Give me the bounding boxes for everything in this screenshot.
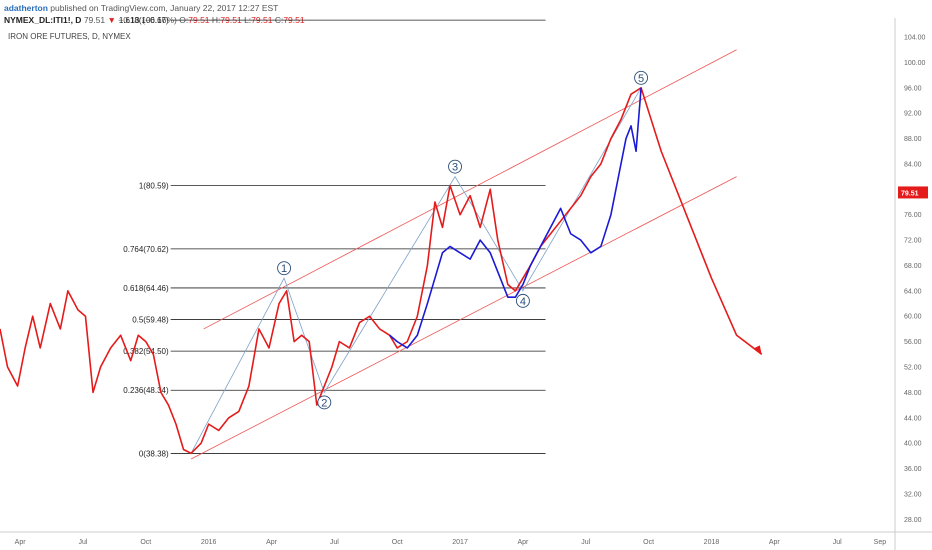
time-tick-label: Oct: [140, 539, 151, 546]
time-tick-label: Oct: [643, 539, 654, 546]
price-tick-label: 44.00: [904, 415, 922, 422]
wave-label-text: 3: [452, 162, 458, 174]
publish-line: adatherton published on TradingView.com,…: [4, 2, 305, 14]
price-tick-label: 52.00: [904, 365, 922, 372]
fib-level-label: 1.618(106.67): [119, 16, 169, 25]
price-tick-label: 36.00: [904, 466, 922, 473]
time-tick-label: Apr: [769, 539, 781, 546]
time-tick-label: Apr: [266, 539, 278, 546]
time-tick-label: Apr: [15, 539, 27, 546]
price-tick-label: 64.00: [904, 288, 922, 295]
wave-label-circle: [277, 261, 292, 276]
price-tick-label: 32.00: [904, 491, 922, 498]
fib-level-label: 0.5(59.48): [132, 316, 169, 325]
wave-label-circle: [317, 395, 332, 410]
time-tick-label: Jul: [581, 539, 590, 546]
channel-upper-line: [203, 49, 737, 330]
time-tick-label: Jul: [833, 539, 842, 546]
time-tick-label: 2016: [201, 539, 217, 546]
wave-label-text: 5: [638, 73, 644, 85]
wave-connector-line: [190, 87, 642, 454]
projection-arrow-icon: [753, 345, 762, 355]
price-tick-label: 88.00: [904, 136, 922, 143]
author-link[interactable]: adatherton: [4, 3, 48, 13]
fib-level-label: 1(80.59): [139, 182, 169, 191]
chart-subtitle: IRON ORE FUTURES, D, NYMEX: [8, 32, 131, 41]
time-tick-label: Oct: [392, 539, 403, 546]
wave-label-circle: [634, 70, 649, 85]
price-tick-label: 56.00: [904, 339, 922, 346]
price-series-line[interactable]: [0, 87, 763, 455]
price-tick-label: 28.00: [904, 517, 922, 524]
price-tick-label: 68.00: [904, 263, 922, 270]
price-tick-label: 60.00: [904, 314, 922, 321]
wave-label-text: 1: [281, 263, 287, 275]
wave-label-text: 2: [321, 397, 327, 409]
published-text: published on TradingView.com, January 22…: [50, 3, 279, 13]
time-tick-label: Apr: [517, 539, 529, 546]
price-tick-label: 104.00: [904, 35, 926, 42]
down-arrow-icon: ▼: [107, 15, 116, 25]
wave-label-circle: [515, 293, 530, 308]
price-tick-label: 72.00: [904, 238, 922, 245]
time-tick-label: Jul: [330, 539, 339, 546]
price-tick-label: 76.00: [904, 212, 922, 219]
fib-level-label: 0.382(54.50): [123, 347, 169, 356]
wave-label-text: 4: [520, 296, 526, 308]
symbol-name: NYMEX_DL:ITI1!, D: [4, 15, 82, 25]
price-tick-label: 48.00: [904, 390, 922, 397]
price-tick-label: 40.00: [904, 441, 922, 448]
time-tick-label: Jul: [78, 539, 87, 546]
price-tick-label: 84.00: [904, 161, 922, 168]
fib-level-label: 0(38.38): [139, 449, 169, 458]
time-tick-label: 2017: [452, 539, 468, 546]
fib-level-label: 0.236(48.34): [123, 386, 169, 395]
channel-lower-line: [190, 176, 737, 460]
price-series-line[interactable]: [389, 87, 642, 349]
wave-label-circle: [448, 159, 462, 174]
change-value: −0.13 (−0.16%): [118, 15, 177, 25]
last-price-text: 79.51: [901, 190, 919, 197]
last-price-tag: [898, 186, 928, 199]
time-tick-label: 2018: [704, 539, 720, 546]
time-tick-label: Sep: [874, 539, 887, 546]
price-tick-label: 92.00: [904, 111, 922, 118]
price-tick-label: 96.00: [904, 85, 922, 92]
fib-level-label: 0.618(64.46): [123, 284, 169, 293]
price-tick-label: 100.00: [904, 60, 926, 67]
fib-level-label: 0.764(70.62): [123, 245, 169, 254]
last-value: 79.51: [83, 15, 106, 25]
